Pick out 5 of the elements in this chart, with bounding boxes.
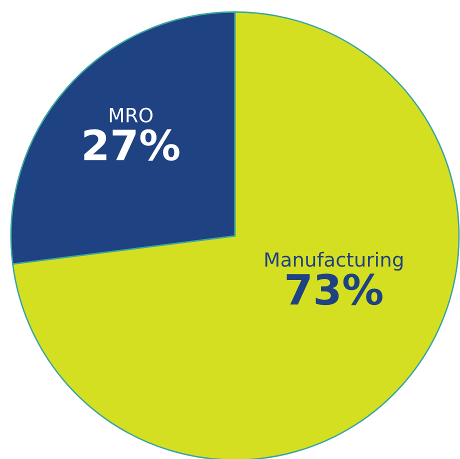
pie-slice	[12, 11, 460, 459]
slice-label: MRO	[110, 108, 153, 122]
data-label: 27%	[84, 129, 180, 161]
slice-label: Manufacturing	[265, 252, 403, 271]
data-label: 73%	[286, 274, 382, 306]
